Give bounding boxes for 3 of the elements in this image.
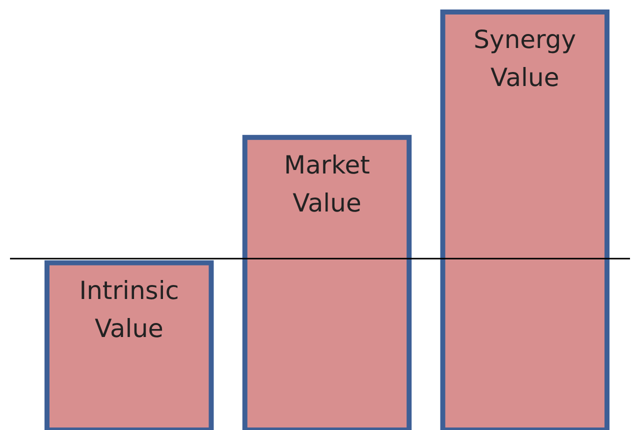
x-tick-label: Intrinsic Value — [79, 276, 180, 343]
x-tick-label: Market Value — [284, 150, 370, 218]
x-tick-label: Synergy Value — [474, 25, 576, 92]
